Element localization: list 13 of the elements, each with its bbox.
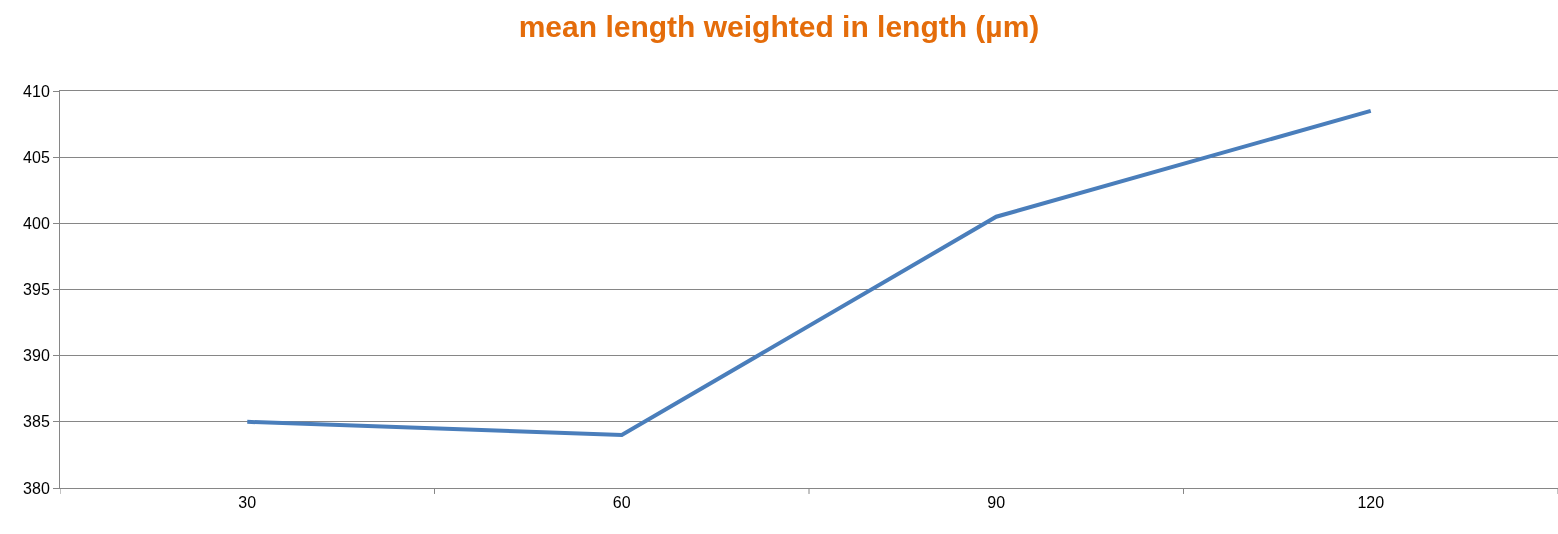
x-tick-label: 60 [612,494,631,512]
x-tick-label: 30 [238,494,257,512]
line-series [245,108,1373,438]
y-tick-label: 380 [23,479,50,497]
y-tick-label: 400 [23,214,50,232]
y-tick-label: 390 [23,347,50,365]
y-tick-label: 410 [23,82,50,100]
chart-title: mean length weighted in length (µm) [518,10,1040,44]
y-tick-label: 395 [23,281,50,299]
y-tick-label: 405 [23,148,50,166]
x-tick-label: 90 [987,494,1006,512]
y-tick-label: 385 [23,413,50,431]
x-tick-label: 120 [1357,494,1385,512]
